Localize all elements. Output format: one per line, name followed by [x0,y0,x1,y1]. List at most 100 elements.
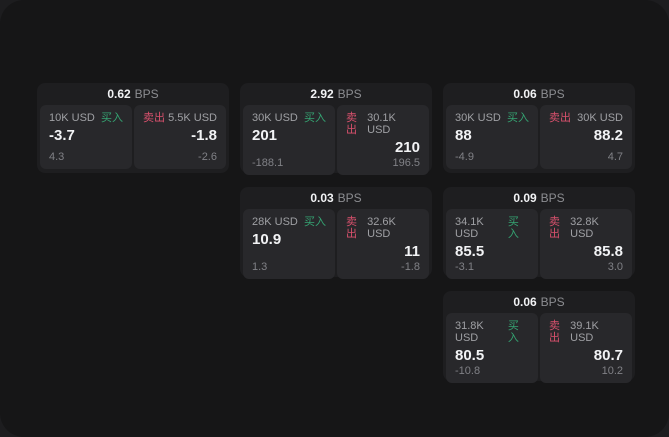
bps-unit-label: BPS [337,191,362,205]
buy-sub-value: -188.1 [252,156,284,169]
buy-panel-top: 30K USD 买入 [252,112,326,124]
spread-card: 2.92 BPS 30K USD 买入 201 -188.1 卖出 30.1K … [240,83,432,175]
buy-notional: 28K USD [252,216,298,228]
spread-card-header: 0.06 BPS [443,291,635,313]
buy-price: 85.5 [455,243,485,261]
buy-notional: 30K USD [455,112,501,124]
sell-panel-top: 卖出 5.5K USD [143,112,217,124]
spread-card-header: 0.03 BPS [240,187,432,209]
sell-panel[interactable]: 卖出 32.8K USD 85.8 3.0 [540,209,632,279]
sell-price: -1.8 [191,127,217,145]
side-panels: 30K USD 买入 88 -4.9 卖出 30K USD 88.2 4.7 [443,105,635,173]
sell-sub-value: 196.5 [392,156,420,169]
buy-panel-top: 31.8K USD 买入 [455,320,529,344]
buy-notional: 31.8K USD [455,320,484,345]
buy-side-label[interactable]: 买入 [507,320,519,345]
buy-side-label[interactable]: 买入 [304,216,326,228]
side-panels: 30K USD 买入 201 -188.1 卖出 30.1K USD 210 1… [240,105,432,179]
spread-card: 0.03 BPS 28K USD 买入 10.9 1.3 卖出 32.6K US… [240,187,432,279]
side-panels: 10K USD 买入 -3.7 4.3 卖出 5.5K USD -1.8 -2.… [37,105,229,173]
sell-side-label[interactable]: 卖出 [549,216,560,241]
sell-panel-top: 卖出 39.1K USD [549,320,623,344]
spread-card-header: 0.09 BPS [443,187,635,209]
buy-sub-value: 4.3 [49,150,65,163]
buy-side-label[interactable]: 买入 [304,112,326,124]
side-panels: 34.1K USD 买入 85.5 -3.1 卖出 32.8K USD 85.8… [443,209,635,283]
sell-panel[interactable]: 卖出 30.1K USD 210 196.5 [337,105,429,175]
buy-panel[interactable]: 30K USD 买入 201 -188.1 [243,105,335,175]
buy-notional: 34.1K USD [455,216,484,241]
buy-panel[interactable]: 31.8K USD 买入 80.5 -10.8 [446,313,538,383]
sell-notional: 32.8K USD [570,216,599,241]
buy-side-label[interactable]: 买入 [507,216,519,241]
buy-panel[interactable]: 34.1K USD 买入 85.5 -3.1 [446,209,538,279]
bps-value: 0.62 [107,87,131,101]
sell-side-label[interactable]: 卖出 [143,112,165,124]
bps-unit-label: BPS [540,87,565,101]
sell-price: 11 [404,243,420,261]
sell-side-label[interactable]: 卖出 [549,320,560,345]
sell-price: 88.2 [593,127,623,145]
buy-price: 88 [455,127,472,145]
sell-side-label[interactable]: 卖出 [346,216,357,241]
bps-unit-label: BPS [540,191,565,205]
side-panels: 28K USD 买入 10.9 1.3 卖出 32.6K USD 11 -1.8 [240,209,432,283]
bps-value: 0.06 [513,295,537,309]
bps-unit-label: BPS [540,295,565,309]
spread-card-header: 2.92 BPS [240,83,432,105]
sell-panel-top: 卖出 30.1K USD [346,112,420,136]
spread-card: 0.06 BPS 31.8K USD 买入 80.5 -10.8 卖出 39.1… [443,291,635,383]
buy-sub-value: -3.1 [455,260,474,273]
spread-card-header: 0.06 BPS [443,83,635,105]
sell-sub-value: 4.7 [607,150,623,163]
bps-unit-label: BPS [337,87,362,101]
sell-notional: 30.1K USD [367,112,396,137]
sell-notional: 39.1K USD [570,320,599,345]
bps-value: 2.92 [310,87,334,101]
buy-panel-top: 28K USD 买入 [252,216,326,228]
buy-panel-top: 30K USD 买入 [455,112,529,124]
sell-panel-top: 卖出 30K USD [549,112,623,124]
spread-card: 0.06 BPS 30K USD 买入 88 -4.9 卖出 30K USD 8… [443,83,635,173]
spread-card-header: 0.62 BPS [37,83,229,105]
sell-notional: 32.6K USD [367,216,396,241]
sell-panel[interactable]: 卖出 32.6K USD 11 -1.8 [337,209,429,279]
sell-price: 210 [394,139,420,157]
sell-panel-top: 卖出 32.8K USD [549,216,623,240]
sell-panel-top: 卖出 32.6K USD [346,216,420,240]
buy-panel[interactable]: 28K USD 买入 10.9 1.3 [243,209,335,279]
cards-grid: 0.62 BPS 10K USD 买入 -3.7 4.3 卖出 5.5K USD… [37,83,635,383]
buy-side-label[interactable]: 买入 [507,112,529,124]
buy-price: 10.9 [252,231,282,249]
sell-panel[interactable]: 卖出 5.5K USD -1.8 -2.6 [134,105,226,169]
sell-side-label[interactable]: 卖出 [346,112,357,137]
sell-sub-value: 3.0 [607,260,623,273]
sell-sub-value: -2.6 [198,150,217,163]
buy-notional: 30K USD [252,112,298,124]
bps-value: 0.09 [513,191,537,205]
buy-panel[interactable]: 10K USD 买入 -3.7 4.3 [40,105,132,169]
buy-notional: 10K USD [49,112,95,124]
buy-price: -3.7 [49,127,75,145]
sell-side-label[interactable]: 卖出 [549,112,571,124]
buy-panel-top: 10K USD 买入 [49,112,123,124]
spread-card: 0.62 BPS 10K USD 买入 -3.7 4.3 卖出 5.5K USD… [37,83,229,173]
bps-value: 0.06 [513,87,537,101]
buy-panel[interactable]: 30K USD 买入 88 -4.9 [446,105,538,169]
sell-panel[interactable]: 卖出 39.1K USD 80.7 10.2 [540,313,632,383]
buy-price: 80.5 [455,347,485,365]
buy-price: 201 [252,127,278,145]
buy-sub-value: 1.3 [252,260,268,273]
sell-price: 85.8 [593,243,623,261]
bps-unit-label: BPS [134,87,159,101]
sell-notional: 5.5K USD [168,112,217,124]
spread-card: 0.09 BPS 34.1K USD 买入 85.5 -3.1 卖出 32.8K… [443,187,635,279]
sell-price: 80.7 [593,347,623,365]
sell-notional: 30K USD [577,112,623,124]
buy-panel-top: 34.1K USD 买入 [455,216,529,240]
buy-sub-value: -10.8 [455,364,481,377]
sell-panel[interactable]: 卖出 30K USD 88.2 4.7 [540,105,632,169]
buy-side-label[interactable]: 买入 [101,112,123,124]
sell-sub-value: 10.2 [601,364,623,377]
